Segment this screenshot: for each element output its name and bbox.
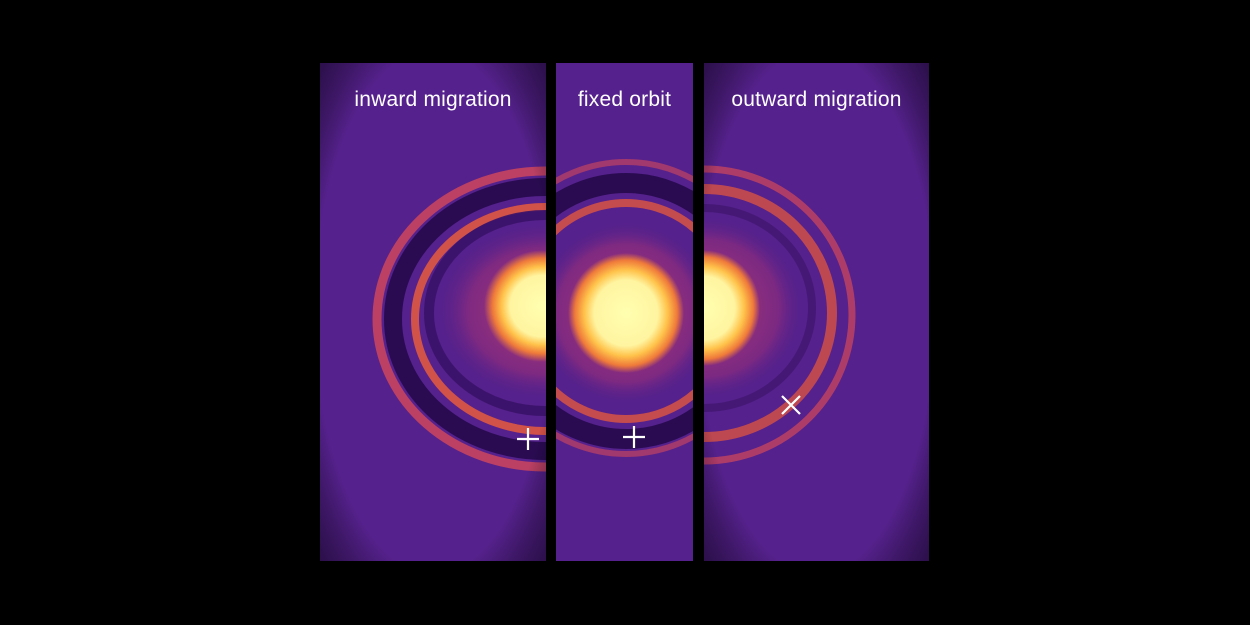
panel-outward-migration: outward migration	[704, 63, 929, 561]
disk-image-outward	[704, 63, 929, 561]
panel-fixed-orbit: fixed orbit	[556, 63, 693, 561]
panel-inward-migration: inward migration	[320, 63, 546, 561]
disk-image-fixed	[556, 63, 693, 561]
disk-image-inward	[320, 63, 546, 561]
plus-marker-icon	[515, 426, 541, 452]
plus-marker-icon	[621, 424, 647, 450]
cross-marker-icon	[778, 392, 804, 418]
